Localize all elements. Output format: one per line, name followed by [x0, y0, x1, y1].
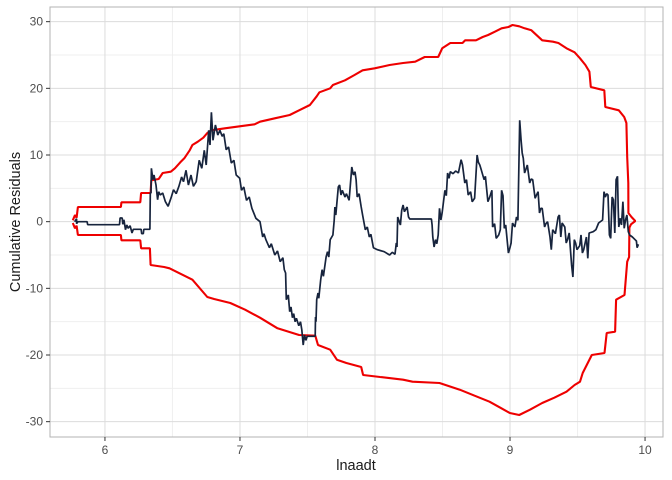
x-tick-label: 6	[102, 443, 109, 457]
simulation-envelope-line	[71, 23, 637, 417]
y-tick-label: -10	[26, 281, 44, 295]
y-tick-label: -30	[26, 415, 44, 429]
cumulative-residuals-line	[73, 112, 640, 346]
y-tick-label: 20	[30, 81, 44, 95]
x-tick-label: 8	[372, 443, 379, 457]
y-tick-label: 10	[30, 148, 44, 162]
y-tick-label: 0	[36, 215, 43, 229]
y-axis-title: Cumulative Residuals	[7, 151, 24, 293]
x-tick-label: 7	[237, 443, 244, 457]
y-tick-label: -20	[26, 348, 44, 362]
y-tick-label: 30	[30, 15, 44, 29]
x-axis-title: lnaadt	[336, 458, 376, 474]
x-tick-label: 9	[507, 443, 514, 457]
x-tick-label: 10	[638, 443, 652, 457]
